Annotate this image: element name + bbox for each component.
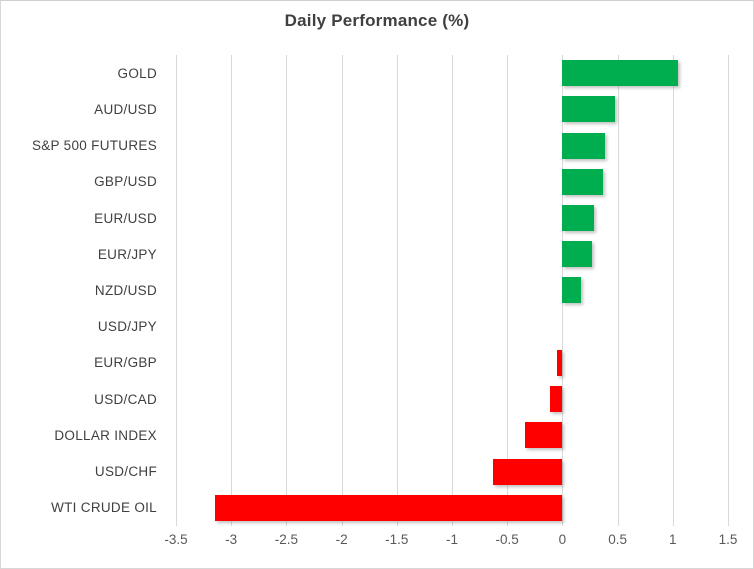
bar-gbp-usd [562, 168, 604, 195]
x-tick-label: -1.5 [385, 532, 409, 547]
x-tick-label: -0.5 [495, 532, 519, 547]
bar-row [176, 345, 728, 381]
category-label: GOLD [117, 65, 157, 81]
category-label: GBP/USD [94, 174, 157, 190]
category-axis: GOLD AUD/USD S&P 500 FUTURES GBP/USD EUR/USD… [1, 55, 161, 526]
bar-eur-usd [562, 205, 595, 232]
gridline [341, 55, 343, 526]
x-tick-label: 0 [558, 532, 567, 547]
value-axis: -3.5 -3 -2.5 -2 -1.5 -1 -0.5 0 0.5 1 1.5 [164, 532, 737, 554]
category-label: EUR/JPY [97, 246, 157, 262]
plot-area [176, 55, 729, 526]
bar-nzd-usd [562, 277, 582, 304]
category-label: S&P 500 FUTURES [31, 138, 157, 154]
bar-gold [562, 60, 679, 87]
gridline [507, 55, 509, 526]
bar-row [176, 91, 728, 127]
category-label: USD/JPY [97, 319, 157, 335]
bar-row [176, 200, 728, 236]
gridline [672, 55, 674, 526]
category-label: EUR/USD [94, 210, 157, 226]
category-label: USD/CHF [94, 464, 157, 480]
x-tick-label: -3.5 [164, 532, 188, 547]
x-tick-label: -1 [445, 532, 459, 547]
bar-row [176, 55, 728, 91]
bar-row [176, 381, 728, 417]
x-tick-label: 1.5 [718, 532, 738, 547]
category-label: EUR/GBP [94, 355, 157, 371]
bar-row [176, 127, 728, 163]
gridline [617, 55, 619, 526]
bar-row [176, 490, 728, 526]
bar-usd-chf [492, 458, 563, 485]
category-label: USD/CAD [94, 391, 157, 407]
x-tick-label: -2 [335, 532, 348, 547]
gridline [176, 55, 177, 526]
bar-eur-gbp [556, 349, 563, 376]
gridline [231, 55, 233, 526]
bar-row [176, 454, 728, 490]
category-label: NZD/USD [94, 282, 157, 298]
bar-usd-cad [550, 386, 563, 413]
bar-eur-jpy [562, 241, 593, 268]
bar-row [176, 164, 728, 200]
chart-title: Daily Performance (%) [284, 11, 470, 30]
x-tick-label: 0.5 [608, 532, 627, 547]
category-label: WTI CRUDE OIL [51, 500, 157, 516]
x-tick-label: 1 [669, 532, 677, 547]
bar-s-p-500-futures [562, 132, 606, 159]
bar-row [176, 236, 728, 272]
x-tick-label: -3 [225, 532, 238, 547]
category-label: AUD/USD [94, 101, 157, 117]
bar-dollar-index [524, 422, 563, 449]
gridline [396, 55, 398, 526]
bar-wti-crude-oil [214, 494, 563, 521]
x-tick-label: -2.5 [274, 532, 299, 547]
bar-row [176, 272, 728, 308]
gridline [452, 55, 453, 526]
bar-row [176, 309, 728, 345]
gridline [286, 55, 288, 526]
category-label: DOLLAR INDEX [54, 427, 157, 443]
gridline [728, 55, 729, 526]
bar-row [176, 417, 728, 453]
bar-aud-usd [562, 96, 616, 123]
